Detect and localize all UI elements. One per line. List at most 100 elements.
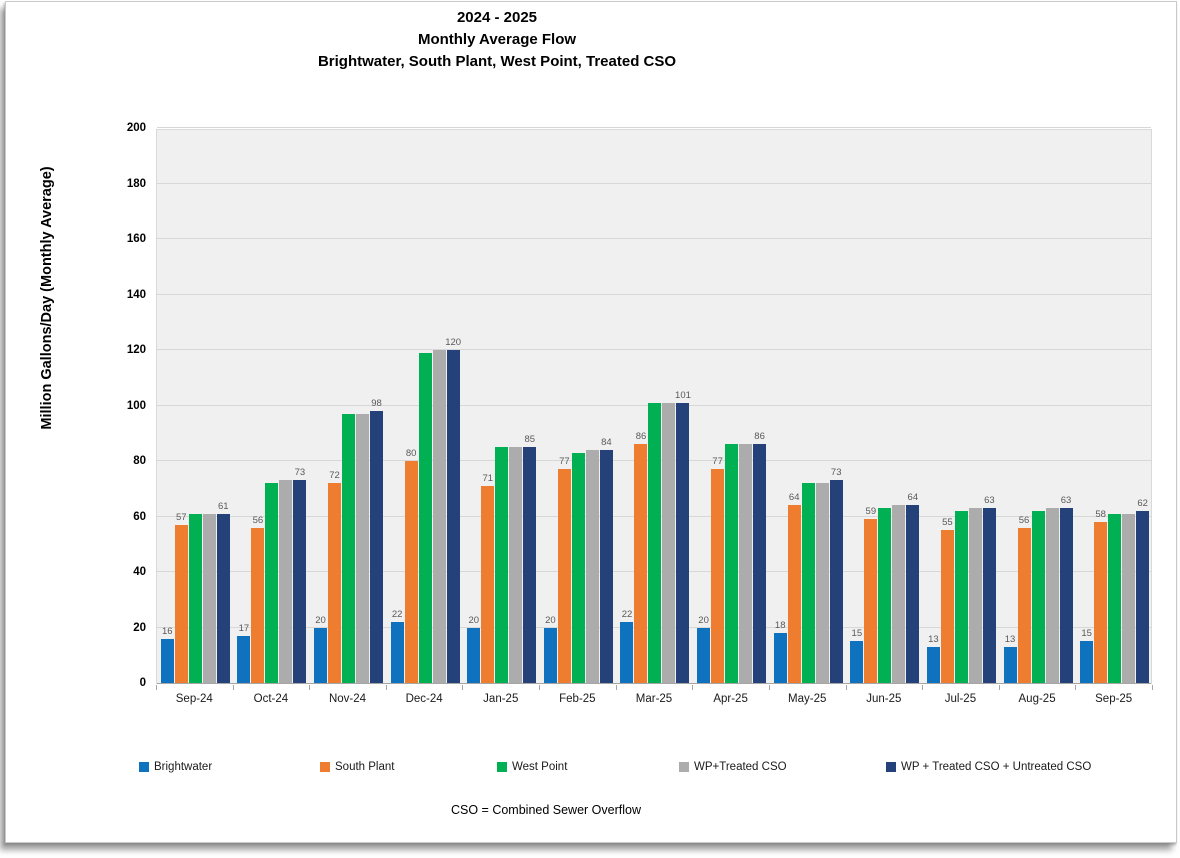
bar-Jul-25-brightwater	[926, 646, 940, 683]
footer-note: CSO = Combined Sewer Overflow	[450, 803, 641, 817]
legend-swatch-icon	[497, 762, 507, 772]
bar-Mar-25-wp-treated-cso-untreated-cso	[676, 402, 690, 683]
bar-group-Oct-24: 17 56 73	[234, 130, 311, 683]
data-label: 20	[315, 614, 326, 626]
plot-area: 16 57 61 17 56 73 20 72 98 22 80 120 20 71 85 20 77 84 22 8…	[156, 127, 1153, 684]
data-label: 98	[371, 398, 382, 410]
bar-Dec-24-west-point	[418, 352, 432, 683]
gridline-140	[157, 293, 1151, 295]
y-tick-0: 0	[139, 677, 146, 689]
data-label: 86	[635, 431, 647, 443]
bar-May-25-south-plant	[787, 505, 801, 683]
data-label: 86	[754, 431, 765, 443]
data-label: 80	[405, 448, 417, 459]
data-label: 63	[984, 495, 995, 507]
data-label: 16	[162, 625, 173, 637]
bar-group-Sep-24: 16 57 61	[157, 130, 234, 683]
data-label: 56	[252, 514, 264, 526]
bar-Dec-24-brightwater	[390, 621, 404, 683]
bar-group-Sep-25: 15 58 62	[1076, 130, 1153, 683]
y-tick-120: 120	[126, 344, 146, 356]
legend-item-wp-treated-cso: WP+Treated CSO	[679, 761, 787, 773]
legend-label: WP + Treated CSO + Untreated CSO	[901, 761, 1092, 773]
bar-group-Apr-25: 20 77 86	[693, 130, 770, 683]
legend-label: West Point	[512, 761, 568, 773]
y-tick-200: 200	[126, 122, 146, 134]
bar-Sep-24-west-point	[188, 513, 202, 683]
legend-swatch-icon	[886, 762, 896, 772]
bar-Apr-25-wp-treated-cso-untreated-cso	[753, 444, 767, 683]
x-tick-Nov-24: Nov-24	[328, 693, 367, 705]
chart-title: 2024 - 2025 Monthly Average Flow Brightw…	[6, 7, 988, 73]
bar-Apr-25-brightwater	[697, 627, 711, 683]
bar-group-Nov-24: 20 72 98	[310, 130, 387, 683]
legend-swatch-icon	[139, 762, 149, 772]
bar-Sep-24-wp-treated-cso-untreated-cso	[216, 513, 230, 683]
y-tick-160: 160	[126, 233, 146, 245]
chart-panel: 2024 - 2025 Monthly Average Flow Brightw…	[5, 1, 1177, 843]
x-tick-Mar-25: Mar-25	[635, 693, 673, 705]
bar-Oct-24-south-plant	[251, 527, 265, 683]
bar-group-Aug-25: 13 56 63	[1000, 130, 1077, 683]
bar-Feb-25-south-plant	[557, 469, 571, 683]
chart-title-line-1: 2024 - 2025	[456, 9, 538, 26]
data-label: 20	[468, 614, 480, 626]
bar-Apr-25-wp-treated-cso	[739, 444, 753, 683]
bar-Jan-25-wp-treated-cso-untreated-cso	[523, 447, 537, 683]
bar-Mar-25-wp-treated-cso	[662, 402, 676, 683]
bar-Apr-25-west-point	[725, 444, 739, 683]
data-label: 15	[851, 628, 863, 640]
data-label: 13	[928, 633, 939, 645]
data-label: 13	[1004, 633, 1016, 645]
bar-Sep-25-wp-treated-cso	[1122, 513, 1136, 683]
bar-Jul-25-wp-treated-cso	[968, 508, 982, 683]
bar-Jan-25-south-plant	[481, 485, 495, 683]
bar-Sep-25-west-point	[1108, 513, 1122, 683]
data-label: 72	[329, 470, 340, 482]
data-label: 71	[482, 472, 494, 484]
bar-Dec-24-south-plant	[404, 461, 418, 683]
x-tick-Jun-25: Jun-25	[866, 693, 902, 705]
y-tick-40: 40	[133, 566, 146, 578]
x-tick-mark	[232, 685, 234, 690]
y-tick-60: 60	[133, 510, 146, 523]
data-label: 61	[218, 500, 229, 512]
y-tick-180: 180	[126, 177, 146, 190]
data-label: 55	[942, 517, 953, 529]
data-label: 73	[830, 467, 842, 479]
x-tick-mark	[692, 685, 694, 690]
bar-Nov-24-wp-treated-cso	[356, 413, 370, 683]
data-label: 77	[712, 456, 723, 468]
bar-Mar-25-south-plant	[634, 444, 648, 683]
x-tick-mark	[1075, 685, 1077, 690]
bar-Jul-25-wp-treated-cso-untreated-cso	[982, 508, 996, 683]
bar-Mar-25-west-point	[648, 402, 662, 683]
bar-Oct-24-wp-treated-cso-untreated-cso	[293, 480, 307, 683]
y-tick-20: 20	[133, 621, 146, 634]
x-tick-mark	[539, 685, 541, 690]
data-label: 62	[1137, 497, 1148, 509]
bar-group-Jan-25: 20 71 85	[463, 130, 540, 683]
x-tick-May-25: May-25	[788, 693, 827, 705]
bar-Dec-24-wp-treated-cso-untreated-cso	[446, 350, 460, 683]
bar-May-25-west-point	[801, 483, 815, 683]
bar-group-May-25: 18 64 73	[770, 130, 847, 683]
x-tick-mark	[922, 685, 924, 690]
data-label: 85	[524, 434, 536, 446]
bar-Aug-25-wp-treated-cso-untreated-cso	[1059, 508, 1073, 683]
legend-item-brightwater: Brightwater	[139, 761, 212, 773]
bar-Nov-24-wp-treated-cso-untreated-cso	[370, 411, 384, 683]
bar-Sep-24-brightwater	[160, 638, 174, 683]
chart-title-line-2: Monthly Average Flow	[417, 31, 577, 48]
bar-Nov-24-west-point	[342, 413, 356, 683]
legend-item-wp-treated-cso-untreated-cso: WP + Treated CSO + Untreated CSO	[886, 761, 1091, 773]
legend-label: South Plant	[335, 761, 395, 773]
x-tick-Jan-25: Jan-25	[483, 693, 519, 705]
x-tick-Jul-25: Jul-25	[944, 693, 977, 705]
x-tick-Apr-25: Apr-25	[713, 693, 748, 705]
bar-Sep-24-wp-treated-cso	[202, 513, 216, 683]
x-tick-Aug-25: Aug-25	[1018, 693, 1056, 705]
bar-Feb-25-wp-treated-cso-untreated-cso	[599, 449, 613, 683]
data-label: 57	[176, 511, 187, 523]
x-tick-mark	[156, 685, 157, 690]
